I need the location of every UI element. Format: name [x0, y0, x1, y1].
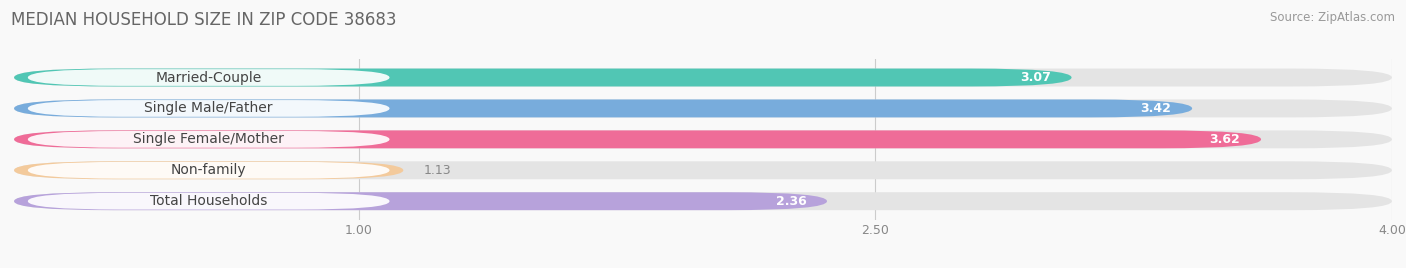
- FancyBboxPatch shape: [28, 131, 389, 148]
- Text: Source: ZipAtlas.com: Source: ZipAtlas.com: [1270, 11, 1395, 24]
- FancyBboxPatch shape: [14, 192, 827, 210]
- FancyBboxPatch shape: [28, 69, 389, 86]
- FancyBboxPatch shape: [28, 162, 389, 179]
- FancyBboxPatch shape: [14, 69, 1392, 87]
- FancyBboxPatch shape: [14, 69, 1071, 87]
- FancyBboxPatch shape: [14, 99, 1392, 117]
- Text: Single Male/Father: Single Male/Father: [145, 101, 273, 116]
- Text: 2.36: 2.36: [776, 195, 806, 208]
- FancyBboxPatch shape: [14, 131, 1392, 148]
- Text: MEDIAN HOUSEHOLD SIZE IN ZIP CODE 38683: MEDIAN HOUSEHOLD SIZE IN ZIP CODE 38683: [11, 11, 396, 29]
- Text: Married-Couple: Married-Couple: [156, 70, 262, 84]
- FancyBboxPatch shape: [14, 161, 404, 179]
- Text: Single Female/Mother: Single Female/Mother: [134, 132, 284, 146]
- Text: Total Households: Total Households: [150, 194, 267, 208]
- FancyBboxPatch shape: [28, 100, 389, 117]
- Text: 3.42: 3.42: [1140, 102, 1171, 115]
- FancyBboxPatch shape: [14, 99, 1192, 117]
- FancyBboxPatch shape: [14, 131, 1261, 148]
- Text: 1.13: 1.13: [425, 164, 451, 177]
- FancyBboxPatch shape: [28, 193, 389, 210]
- FancyBboxPatch shape: [14, 161, 1392, 179]
- Text: 3.62: 3.62: [1209, 133, 1240, 146]
- Text: 3.07: 3.07: [1019, 71, 1050, 84]
- FancyBboxPatch shape: [14, 192, 1392, 210]
- Text: Non-family: Non-family: [172, 163, 246, 177]
